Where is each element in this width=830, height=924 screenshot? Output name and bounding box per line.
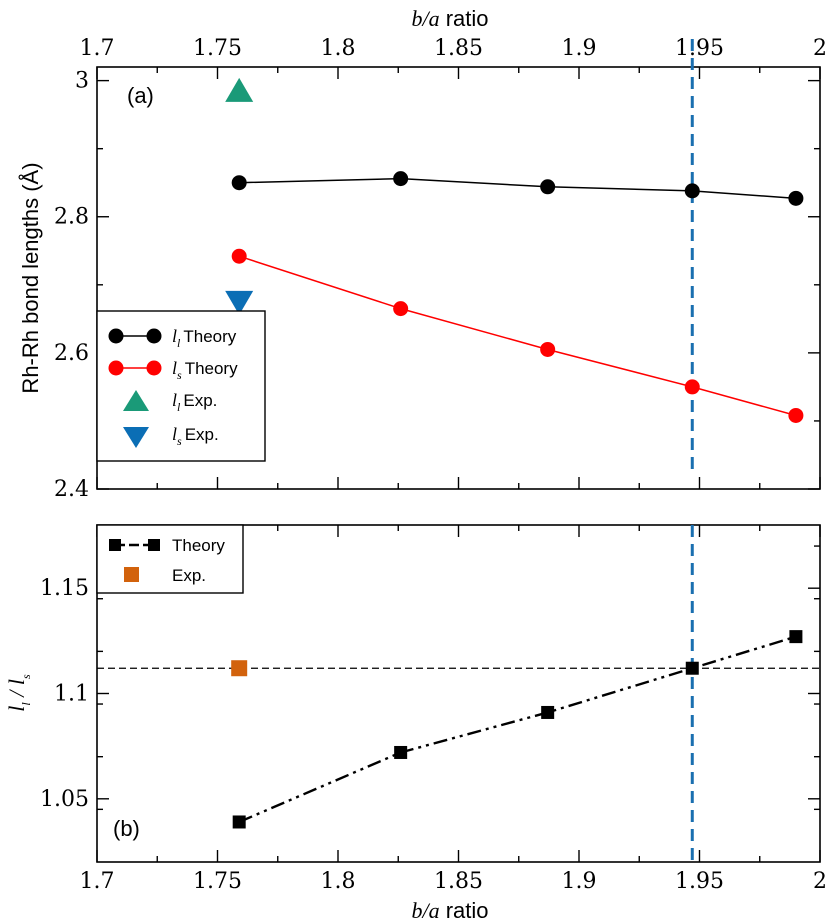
legend-b-entry-exp: Exp. [124, 566, 206, 585]
series-ls-theory-line [238, 255, 797, 417]
legend-marker [108, 328, 124, 344]
y-tick-label: 2.6 [54, 341, 89, 366]
data-point [685, 661, 699, 675]
data-point [394, 745, 408, 759]
legend-marker [146, 360, 162, 376]
data-point [393, 171, 409, 187]
x-tick-label: 2 [813, 36, 827, 61]
legend-b-entry-theory: Theory [109, 536, 225, 555]
legend-a-entry-ll-theory: ll Theory [108, 326, 237, 350]
legend-a-entry-ls-exp: ls Exp. [123, 424, 219, 448]
legend-b-exp-label: Exp. [172, 566, 206, 585]
legend-a-ll-exp-label: ll Exp. [172, 390, 217, 414]
y-tick-label: 1.1 [54, 682, 89, 707]
panel-a: 1.7 1.75 1.8 1.85 1.9 1.95 2 2.4 2.6 2.8 3 b/a ra… [18, 6, 827, 502]
data-point [393, 301, 409, 317]
y-tick-label: 1.05 [40, 787, 89, 812]
x-tick-label: 1.85 [434, 36, 483, 61]
x-tick-label: 1.8 [321, 869, 356, 894]
data-point [225, 290, 254, 315]
panel-b-xlabel: b/a ratio [411, 898, 488, 923]
series-ll-theory-line [239, 177, 796, 200]
data-point [684, 379, 700, 395]
data-point [684, 183, 700, 199]
data-point [231, 175, 247, 191]
y-tick-label: 2.4 [54, 477, 89, 502]
data-point [231, 660, 248, 677]
data-point [231, 248, 247, 264]
legend-b-theory-label: Theory [172, 536, 225, 555]
legend-b-box [96, 524, 244, 594]
panel-b-legend: Theory Exp. [96, 524, 244, 594]
series-ratio-theory-line [238, 635, 797, 824]
x-tick-label: 1.9 [562, 36, 597, 61]
panel-b-label: (b) [113, 816, 140, 841]
x-tick-label: 1.7 [80, 869, 115, 894]
legend-marker [108, 360, 124, 376]
data-point [225, 77, 254, 102]
legend-marker [146, 328, 162, 344]
data-point [788, 190, 804, 206]
y-tick-label: 3 [75, 69, 89, 94]
data-point [232, 815, 246, 829]
panel-a-label: (a) [127, 83, 154, 108]
legend-a-ls-theory-label: ls Theory [172, 358, 238, 382]
x-tick-label: 1.8 [321, 36, 356, 61]
x-tick-label: 1.85 [434, 869, 483, 894]
legend-a-ls-exp-label: ls Exp. [172, 424, 219, 448]
legend-a-ll-theory-label: ll Theory [172, 326, 237, 350]
legend-marker [124, 567, 139, 582]
legend-marker [109, 539, 121, 551]
x-tick-label: 2 [813, 869, 827, 894]
y-tick-label: 2.8 [54, 205, 89, 230]
y-tick-label: 1.15 [40, 576, 89, 601]
panel-a-top-xlabel: b/a ratio [411, 6, 488, 31]
x-tick-label: 1.7 [80, 36, 115, 61]
legend-a-entry-ls-theory: ls Theory [108, 358, 238, 382]
x-tick-label: 1.95 [675, 869, 724, 894]
x-tick-label: 1.95 [675, 36, 724, 61]
data-point [541, 705, 555, 719]
legend-marker [148, 539, 160, 551]
x-tick-label: 1.75 [193, 36, 242, 61]
panel-a-ylabel: Rh-Rh bond lengths (Å) [18, 162, 43, 393]
x-tick-label: 1.9 [562, 869, 597, 894]
data-point [540, 341, 556, 357]
panel-a-legend: ll Theory ls Theory ll Exp. l [96, 310, 266, 462]
panel-b: 1.7 1.75 1.8 1.85 1.9 1.95 2 1.05 1.1 1.15 b/a r… [4, 524, 827, 923]
panel-b-ylabel: ll / ls [4, 674, 33, 712]
data-point [540, 179, 556, 195]
legend-marker [123, 427, 149, 448]
legend-marker [123, 390, 149, 411]
legend-a-entry-ll-exp: ll Exp. [123, 390, 217, 414]
data-point [788, 407, 804, 423]
data-point [789, 630, 803, 644]
x-tick-label: 1.75 [193, 869, 242, 894]
